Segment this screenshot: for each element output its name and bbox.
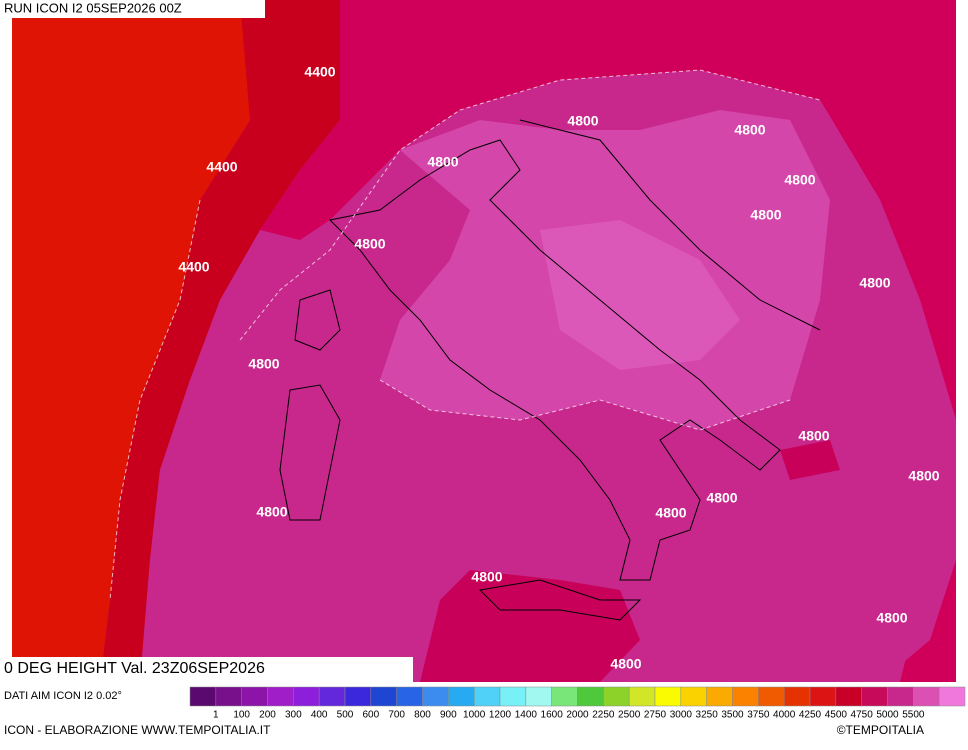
legend-swatch — [706, 686, 733, 707]
caption: 0 DEG HEIGHT Val. 23Z06SEP2026 — [4, 660, 265, 677]
legend-label: 1200 — [489, 710, 512, 721]
legend-swatch — [783, 686, 811, 707]
legend-label: 4750 — [851, 710, 874, 721]
legend-label: 900 — [440, 710, 457, 721]
contour-label: 4800 — [734, 122, 765, 138]
legend-label: 800 — [414, 710, 431, 721]
contour-label: 4400 — [178, 259, 209, 275]
credit: ICON - ELABORAZIONE WWW.TEMPOITALIA.IT — [4, 723, 271, 737]
legend-swatch — [628, 686, 656, 707]
legend-label: 700 — [388, 710, 405, 721]
source: DATI AIM ICON I2 0.02° — [4, 690, 122, 702]
contours — [109, 69, 821, 601]
legend-swatch — [473, 686, 501, 707]
legend-swatch — [938, 686, 966, 707]
legend-swatch — [499, 686, 527, 707]
contour-label: 4800 — [354, 236, 385, 252]
legend-label: 2000 — [566, 710, 589, 721]
legend-swatch — [861, 686, 888, 707]
legend-swatch — [525, 686, 552, 707]
legend-swatch — [758, 686, 785, 707]
legend-label: 2750 — [644, 710, 667, 721]
legend-swatch — [318, 686, 346, 707]
contour-label: 4800 — [859, 275, 890, 291]
legend-label: 3750 — [747, 710, 770, 721]
legend-swatch — [241, 686, 268, 707]
contour-label: 4800 — [427, 154, 458, 170]
legend-label: 4500 — [825, 710, 848, 721]
legend-swatch — [809, 686, 837, 707]
legend-swatch — [396, 686, 423, 707]
contour-label: 4800 — [798, 428, 829, 444]
legend-swatch — [215, 686, 242, 707]
legend-label: 5000 — [876, 710, 899, 721]
contour-label: 4800 — [784, 172, 815, 188]
contour-label: 4800 — [706, 490, 737, 506]
legend-label: 1600 — [541, 710, 564, 721]
legend-label: 4250 — [799, 710, 822, 721]
legend-label: 2500 — [618, 710, 641, 721]
contour-label: 4800 — [908, 468, 939, 484]
legend-swatch — [293, 686, 320, 707]
legend-swatch — [344, 686, 372, 707]
contour-label: 4800 — [610, 656, 641, 672]
legend-swatch — [732, 686, 759, 707]
legend-swatch — [887, 686, 914, 707]
legend-label: 400 — [311, 710, 328, 721]
coastlines — [279, 119, 821, 621]
legend-swatch — [654, 686, 682, 707]
copyright: ©TEMPOITALIA — [837, 723, 924, 737]
legend-label: 2250 — [592, 710, 615, 721]
contour-label: 4800 — [567, 113, 598, 129]
legend-label: 3000 — [670, 710, 693, 721]
legend-swatch — [189, 686, 217, 707]
contour-label: 4800 — [248, 356, 279, 372]
legend-label: 1400 — [515, 710, 538, 721]
legend-label: 3250 — [696, 710, 719, 721]
contour-label: 4800 — [750, 207, 781, 223]
legend-swatch — [551, 686, 578, 707]
header-box — [0, 0, 265, 18]
legend-label: 300 — [285, 710, 302, 721]
legend-label: 1 — [213, 710, 219, 721]
legend-swatch — [267, 686, 294, 707]
legend-label: 4000 — [773, 710, 796, 721]
legend-swatch — [835, 686, 862, 707]
legend-swatch — [603, 686, 630, 707]
contour-label: 4800 — [876, 610, 907, 626]
contour-label: 4800 — [471, 569, 502, 585]
legend-label: 600 — [362, 710, 379, 721]
contour-label: 4800 — [256, 504, 287, 520]
legend-label: 3500 — [721, 710, 744, 721]
legend-swatch — [680, 686, 707, 707]
legend-swatch — [577, 686, 604, 707]
legend-label: 1000 — [463, 710, 486, 721]
legend-label: 100 — [233, 710, 250, 721]
legend-label: 5500 — [902, 710, 925, 721]
run-label: RUN ICON I2 05SEP2026 00Z — [4, 0, 182, 15]
legend-swatch — [913, 686, 940, 707]
legend-swatch — [448, 686, 475, 707]
map — [12, 0, 956, 682]
legend-swatch — [422, 686, 449, 707]
caption-box — [0, 657, 413, 682]
legend-label: 500 — [337, 710, 354, 721]
contour-label: 4800 — [655, 505, 686, 521]
contour-label: 4400 — [206, 159, 237, 175]
legend-swatch — [370, 686, 397, 707]
contour-label: 4400 — [304, 64, 335, 80]
legend-label: 200 — [259, 710, 276, 721]
